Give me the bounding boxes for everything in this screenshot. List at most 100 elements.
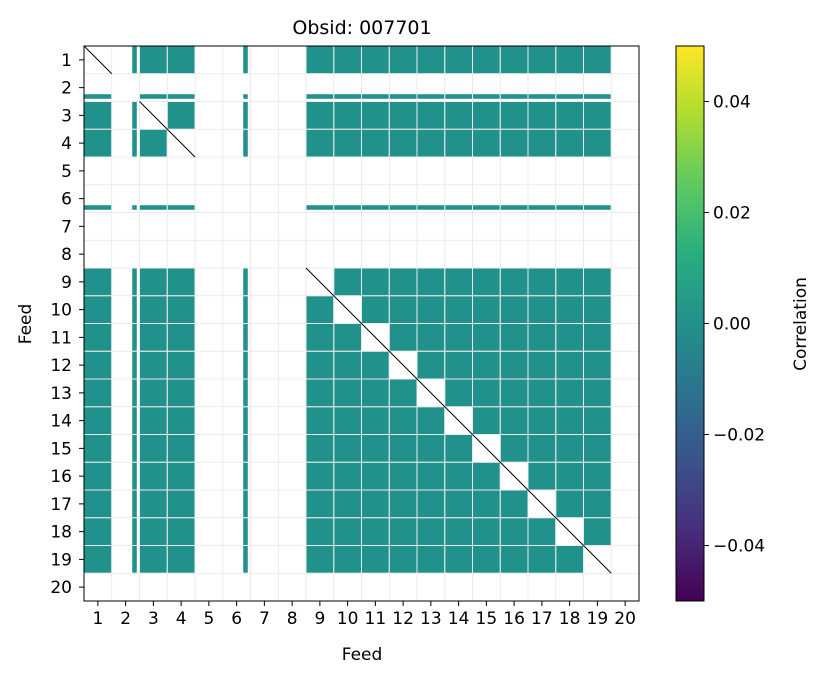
heatmap-cell: [84, 296, 112, 323]
diagonal-line: [333, 295, 362, 324]
y-axis-label: Feed: [16, 304, 36, 345]
heatmap-cell: [556, 407, 583, 434]
heatmap-cell: [167, 462, 195, 490]
x-tick-label: 17: [531, 609, 553, 629]
heatmap-cell: [500, 407, 528, 434]
heatmap-cell: [140, 296, 167, 323]
heatmap-cell: [243, 351, 248, 379]
heatmap-cell: [556, 129, 583, 157]
x-tick-label: 15: [476, 609, 498, 629]
x-tick-label: 20: [614, 609, 636, 629]
y-tick-label: 11: [50, 328, 72, 348]
heatmap-cell: [445, 546, 472, 573]
heatmap-cell: [306, 205, 334, 210]
heatmap-cell: [132, 379, 137, 407]
y-tick-label: 8: [61, 245, 72, 265]
heatmap-cell: [167, 351, 195, 379]
heatmap-cell: [445, 379, 472, 407]
heatmap-cell: [473, 129, 500, 157]
x-tick-label: 4: [176, 609, 187, 629]
heatmap-cell: [584, 129, 611, 157]
heatmap-cell: [473, 462, 500, 490]
heatmap-cell: [84, 407, 112, 434]
heatmap-cell: [362, 462, 389, 490]
heatmap-cell: [500, 379, 528, 407]
heatmap-cell: [445, 205, 472, 210]
heatmap-cell: [306, 46, 334, 74]
x-tick-label: 5: [203, 609, 214, 629]
heatmap-cell: [140, 407, 167, 434]
heatmap-cell: [334, 435, 361, 462]
heatmap-cell: [84, 490, 112, 518]
heatmap-cell: [389, 129, 417, 157]
heatmap-cell: [243, 268, 248, 296]
heatmap-cell: [584, 46, 611, 74]
heatmap-cell: [132, 407, 137, 434]
x-tick-label: 16: [503, 609, 525, 629]
x-tick-label: 11: [365, 609, 387, 629]
heatmap-cell: [334, 102, 361, 129]
heatmap-cell: [445, 129, 472, 157]
diagonal-line: [83, 45, 113, 75]
diagonal-line: [139, 101, 168, 130]
heatmap-cell: [132, 129, 137, 157]
heatmap-cell: [167, 407, 195, 434]
heatmap-diagonal: [83, 45, 612, 574]
heatmap-cell: [84, 205, 112, 210]
heatmap-cell: [84, 324, 112, 351]
heatmap-cell: [417, 407, 445, 434]
colorbar-tick-label: 0.04: [713, 93, 751, 113]
heatmap-cell: [389, 407, 417, 434]
heatmap-cell: [167, 435, 195, 462]
heatmap-cell: [132, 296, 137, 323]
heatmap-cell: [243, 407, 248, 434]
y-tick-label: 15: [50, 439, 72, 459]
y-tick-label: 20: [50, 578, 72, 598]
heatmap-cell: [306, 407, 334, 434]
heatmap-cell: [132, 46, 137, 74]
colorbar: [675, 45, 705, 602]
heatmap-cell: [445, 351, 472, 379]
heatmap-cell: [84, 546, 112, 573]
heatmap-cell: [140, 518, 167, 545]
heatmap-cell: [528, 407, 556, 434]
y-tick-label: 13: [50, 384, 72, 404]
diagonal-line: [305, 267, 335, 297]
heatmap-cell: [334, 462, 361, 490]
heatmap-cell: [473, 205, 500, 210]
heatmap-cell: [556, 268, 583, 296]
heatmap-cell: [84, 94, 112, 99]
heatmap-cell: [132, 490, 137, 518]
diagonal-line: [388, 350, 418, 380]
heatmap-cell: [243, 324, 248, 351]
heatmap-cell: [132, 546, 137, 573]
heatmap-cell: [556, 351, 583, 379]
y-tick-label: 17: [50, 495, 72, 515]
heatmap-cell: [362, 268, 389, 296]
diagonal-line: [416, 378, 446, 408]
heatmap-cell: [417, 94, 445, 99]
diagonal-line: [472, 434, 501, 463]
x-tick-label: 9: [314, 609, 325, 629]
heatmap-cell: [528, 102, 556, 129]
heatmap-cell: [334, 379, 361, 407]
heatmap-cell: [417, 46, 445, 74]
heatmap-cell: [334, 518, 361, 545]
heatmap-cell: [584, 205, 611, 210]
heatmap-cell: [445, 268, 472, 296]
heatmap-cell: [473, 324, 500, 351]
heatmap-cell: [306, 490, 334, 518]
heatmap-cell: [84, 351, 112, 379]
heatmap-cell: [132, 324, 137, 351]
diagonal-line: [361, 323, 390, 352]
heatmap-cell: [584, 407, 611, 434]
heatmap-cell: [500, 435, 528, 462]
diagonal-line: [166, 128, 196, 158]
heatmap-cell: [140, 324, 167, 351]
heatmap-cell: [84, 435, 112, 462]
heatmap-cell: [500, 351, 528, 379]
heatmap-cell: [584, 462, 611, 490]
heatmap-cell: [243, 296, 248, 323]
heatmap-cell: [584, 268, 611, 296]
heatmap-cell: [389, 205, 417, 210]
